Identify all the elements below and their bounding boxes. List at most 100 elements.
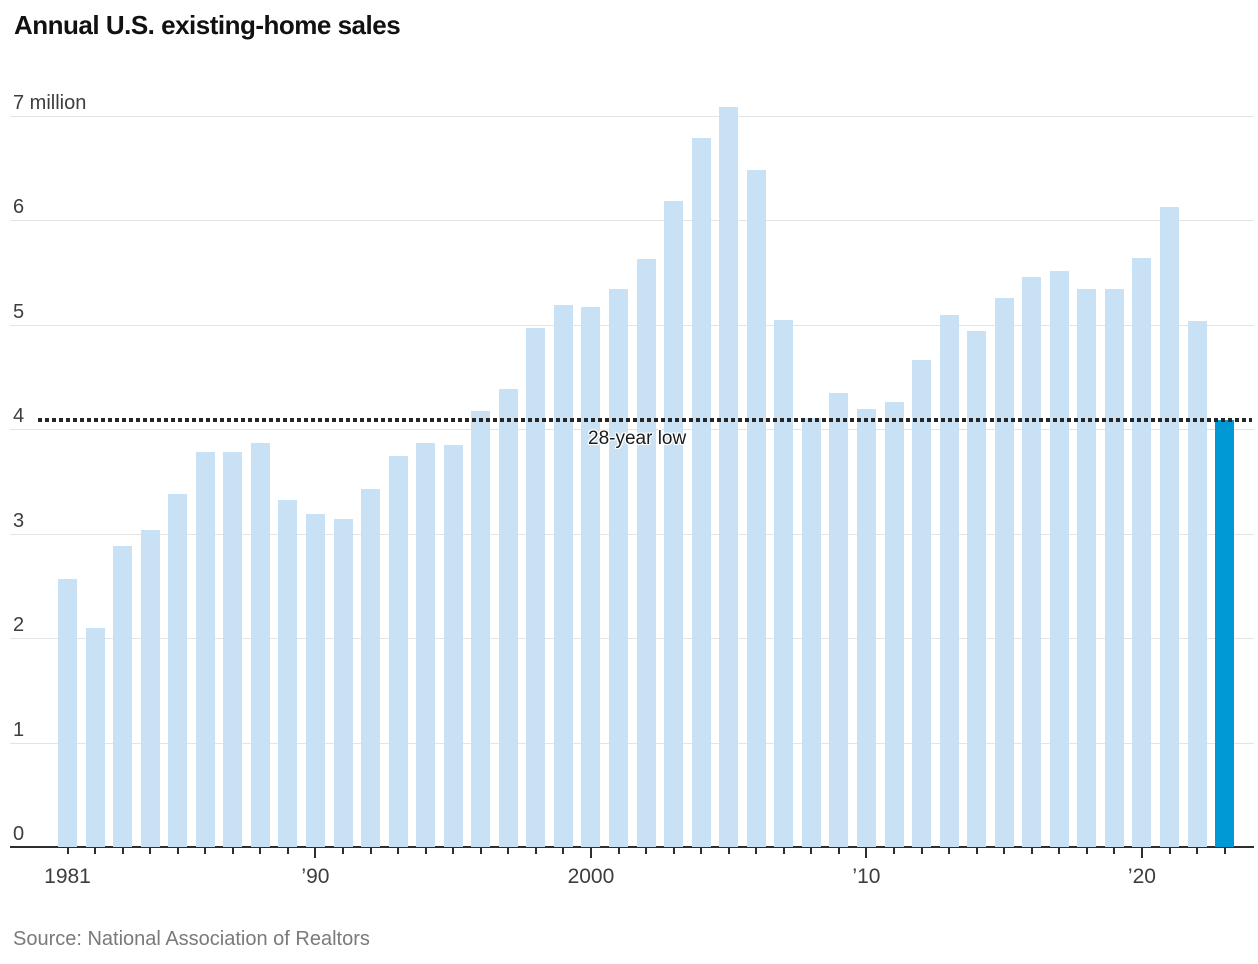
x-tick-2009 (837, 848, 840, 854)
y-axis-label-2: 2 (13, 614, 25, 636)
y-axis-label-5: 5 (13, 300, 25, 323)
bar-2004 (691, 138, 711, 847)
x-tick-2023 (1223, 848, 1226, 854)
y-axis-label-0: 0 (13, 823, 25, 845)
chart-title: Annual U.S. existing-home sales (14, 10, 401, 40)
gridline-4 (10, 429, 1254, 430)
x-tick-2021 (1168, 848, 1171, 854)
x-axis-label-2010: ’10 (852, 865, 881, 888)
bar-1998 (526, 327, 546, 847)
x-tick-2004 (700, 848, 703, 854)
bar-2012 (912, 360, 932, 847)
gridline-3 (10, 533, 1254, 535)
x-tick-1990 (314, 848, 317, 858)
x-tick-1998 (534, 848, 537, 854)
x-tick-1982 (94, 848, 97, 854)
bar-2020 (1132, 257, 1152, 847)
x-tick-2013 (948, 848, 951, 854)
bar-2016 (1022, 277, 1042, 847)
threshold-dotted-line (38, 417, 1252, 422)
bar-2017 (1049, 271, 1069, 847)
x-tick-2020 (1140, 848, 1143, 858)
bar-2014 (967, 330, 987, 847)
bar-1981 (58, 579, 77, 847)
x-tick-1996 (479, 848, 482, 854)
bar-2021 (1160, 207, 1179, 847)
bar-1990 (305, 513, 325, 847)
bar-1988 (250, 442, 270, 847)
x-axis-label-1981: 1981 (44, 865, 91, 888)
bar-1989 (278, 500, 298, 847)
y-axis-label-7: 7 million (13, 91, 87, 114)
x-tick-2007 (782, 848, 785, 854)
x-tick-2003 (672, 848, 675, 854)
bar-2009 (829, 393, 849, 847)
bar-1994 (416, 442, 436, 847)
x-tick-1989 (286, 848, 289, 854)
x-tick-1988 (259, 848, 262, 854)
gridline-5 (10, 324, 1254, 326)
bar-1991 (333, 518, 353, 847)
bar-1996 (471, 411, 491, 847)
x-tick-1994 (424, 848, 427, 854)
bar-1982 (85, 627, 105, 847)
bar-1992 (361, 488, 381, 847)
bar-1985 (168, 493, 188, 847)
bar-2006 (746, 169, 766, 847)
bar-1999 (553, 304, 573, 847)
bar-1987 (223, 451, 243, 847)
x-tick-1995 (452, 848, 455, 854)
bar-1997 (498, 389, 518, 847)
bar-2022 (1187, 321, 1207, 847)
x-tick-1984 (149, 848, 152, 854)
bar-2003 (664, 201, 684, 847)
bar-2015 (994, 298, 1014, 847)
bar-1983 (113, 546, 133, 847)
bar-2002 (636, 258, 656, 847)
bar-2018 (1077, 288, 1097, 847)
bar-1986 (195, 451, 215, 847)
x-tick-2008 (810, 848, 813, 854)
bar-2007 (774, 320, 794, 847)
x-tick-2005 (727, 848, 730, 854)
bar-1995 (443, 444, 463, 847)
gridline-2 (10, 638, 1254, 639)
x-tick-2014 (975, 848, 978, 854)
bar-1993 (388, 456, 408, 847)
x-tick-2016 (1030, 848, 1033, 854)
x-axis-label-2000: 2000 (567, 865, 615, 888)
x-tick-1997 (507, 848, 510, 854)
annotation-28-year-low: 28-year low (588, 428, 687, 449)
x-tick-2001 (617, 848, 620, 854)
x-tick-2019 (1113, 848, 1116, 854)
x-tick-2000 (589, 848, 592, 858)
x-tick-2011 (893, 848, 895, 854)
y-axis-label-1: 1 (13, 718, 25, 741)
y-axis-label-6: 6 (13, 196, 25, 218)
bar-2011 (884, 401, 904, 847)
x-tick-2015 (1003, 848, 1006, 854)
x-tick-2017 (1058, 848, 1061, 854)
x-tick-1985 (176, 848, 179, 854)
x-axis-label-2020: ’20 (1127, 865, 1156, 888)
x-tick-1991 (342, 848, 344, 854)
x-tick-2022 (1196, 848, 1199, 854)
x-tick-2010 (865, 848, 868, 858)
x-tick-1999 (562, 848, 565, 854)
bar-2005 (719, 107, 739, 847)
x-axis-label-1990: ’90 (301, 865, 330, 888)
x-tick-1987 (231, 848, 234, 854)
source-note: Source: National Association of Realtors (13, 928, 370, 950)
x-tick-1993 (397, 848, 400, 854)
x-tick-1992 (369, 848, 372, 854)
bar-2019 (1104, 288, 1124, 847)
gridline-6 (10, 220, 1254, 221)
bar-1984 (140, 530, 160, 847)
x-tick-2002 (645, 848, 648, 854)
x-tick-1986 (204, 848, 207, 854)
x-tick-2018 (1085, 848, 1088, 854)
bar-2008 (801, 417, 821, 847)
bar-2013 (939, 315, 959, 847)
